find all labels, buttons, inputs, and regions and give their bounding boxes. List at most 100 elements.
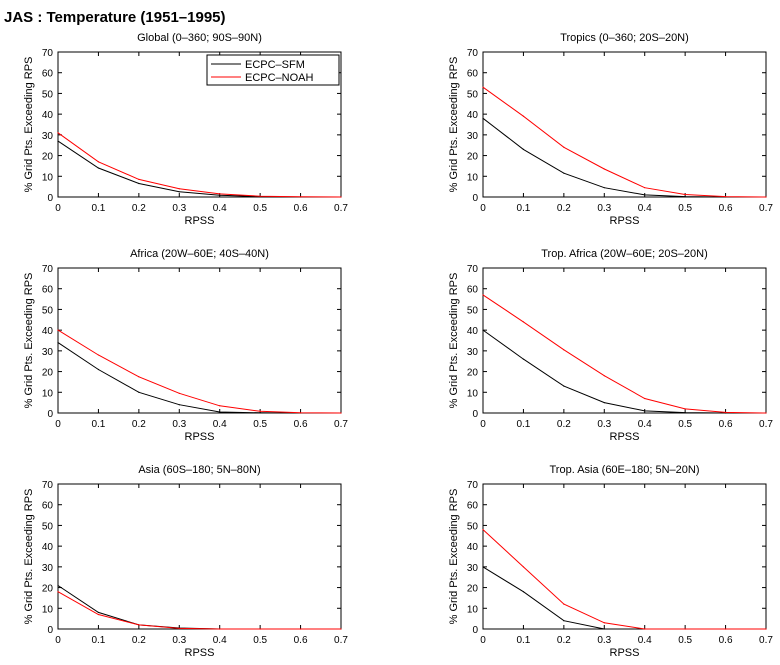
data-point — [684, 411, 686, 414]
data-point — [97, 167, 100, 169]
data-point — [97, 354, 100, 356]
plot-frame — [57, 483, 342, 630]
y-tick-label: 0 — [47, 193, 53, 204]
y-tick-label: 30 — [467, 347, 479, 358]
data-point — [259, 195, 261, 197]
y-tick-label: 40 — [42, 110, 54, 121]
data-point — [684, 195, 686, 198]
data-point — [340, 628, 342, 630]
data-point — [522, 115, 525, 117]
x-tick-label: 0.4 — [638, 203, 652, 214]
x-axis-label: RPSS — [610, 431, 640, 443]
data-point — [724, 195, 727, 198]
data-point — [765, 196, 767, 198]
y-tick-label: 30 — [467, 131, 479, 142]
x-tick-label: 0.7 — [334, 635, 348, 646]
y-axis-label: % Grid Pts. Exceeding RPS — [448, 57, 460, 193]
data-point — [97, 368, 100, 371]
data-point — [603, 168, 605, 170]
y-tick-label: 70 — [467, 48, 479, 59]
data-point — [603, 375, 605, 377]
y-tick-label: 30 — [42, 563, 54, 574]
x-tick-label: 0.2 — [557, 635, 571, 646]
data-point — [299, 196, 302, 198]
y-tick-label: 20 — [42, 152, 54, 163]
data-point — [57, 584, 59, 587]
series-line-ecpc-noah — [57, 329, 342, 414]
series-line-ecpc-sfm — [57, 585, 341, 630]
x-tick-label: 0.7 — [759, 203, 773, 214]
x-tick-label: 0.4 — [638, 419, 652, 430]
data-point — [178, 188, 180, 190]
chart-panel-1: Global (0–360; 90S–90N) 0 0.1 0.2 0.3 0.4 0.5 0… — [23, 32, 348, 227]
data-point — [563, 349, 565, 351]
data-point — [482, 528, 484, 531]
data-point — [482, 86, 484, 88]
plot-frame — [482, 267, 767, 414]
data-point — [603, 187, 605, 189]
data-point — [563, 172, 565, 174]
y-tick-label: 70 — [42, 264, 54, 275]
y-tick-label: 70 — [467, 264, 479, 275]
page-title: JAS : Temperature (1951–1995) — [4, 9, 226, 26]
y-tick-label: 60 — [467, 501, 479, 512]
x-tick-label: 0.3 — [172, 635, 186, 646]
x-tick-label: 0.5 — [678, 419, 692, 430]
x-tick-label: 0 — [55, 419, 61, 430]
y-tick-label: 0 — [472, 409, 478, 420]
x-tick-label: 0.4 — [213, 203, 227, 214]
data-point — [765, 412, 767, 414]
x-tick-label: 0.2 — [132, 635, 146, 646]
data-point — [563, 146, 565, 148]
x-axis-label: RPSS — [185, 431, 215, 443]
x-tick-label: 0.3 — [172, 419, 186, 430]
data-point — [219, 193, 221, 195]
x-tick-label: 0.1 — [516, 635, 530, 646]
y-tick-label: 20 — [467, 152, 479, 163]
x-tick-label: 0.3 — [597, 419, 611, 430]
data-point — [644, 194, 646, 196]
x-tick-label: 0.5 — [678, 635, 692, 646]
y-tick-label: 50 — [42, 89, 54, 100]
x-tick-label: 0.2 — [557, 419, 571, 430]
y-tick-label: 20 — [467, 584, 479, 595]
chart-panel-4: Trop. Africa (20W–60E; 20S–20N) 0 0.1 0.2 0.… — [448, 248, 773, 443]
data-point — [299, 628, 302, 630]
y-tick-label: 40 — [467, 542, 479, 553]
x-axis-label: RPSS — [185, 647, 215, 659]
series-line-ecpc-noah — [482, 86, 767, 198]
data-point — [522, 591, 525, 593]
data-point — [563, 385, 565, 387]
x-tick-label: 0.1 — [91, 635, 105, 646]
x-tick-label: 0.2 — [132, 203, 146, 214]
data-point — [219, 628, 221, 630]
x-axis-label: RPSS — [610, 215, 640, 227]
data-point — [57, 591, 59, 593]
chart-title: Asia (60S–180; 5N–80N) — [138, 464, 260, 476]
y-tick-label: 30 — [42, 131, 54, 142]
y-tick-label: 0 — [47, 409, 53, 420]
data-point — [684, 193, 686, 196]
data-point — [138, 391, 140, 393]
y-axis-label: % Grid Pts. Exceeding RPS — [448, 489, 460, 625]
y-tick-label: 40 — [42, 326, 54, 337]
x-tick-label: 0.4 — [213, 635, 227, 646]
data-point — [684, 628, 686, 630]
chart-title: Global (0–360; 90S–90N) — [137, 32, 262, 44]
x-tick-label: 0.6 — [294, 203, 308, 214]
data-point — [97, 611, 100, 614]
data-point — [482, 294, 484, 296]
legend-label: ECPC–NOAH — [245, 72, 314, 84]
y-tick-label: 70 — [42, 48, 54, 59]
legend-label: ECPC–SFM — [245, 59, 305, 71]
y-tick-label: 0 — [472, 193, 478, 204]
chart-panel-6: Trop. Asia (60E–180; 5N–20N) 0 0.1 0.2 0.3 0.… — [448, 464, 773, 659]
x-axis-label: RPSS — [185, 215, 215, 227]
x-tick-label: 0.3 — [172, 203, 186, 214]
y-tick-label: 60 — [42, 501, 54, 512]
legend-box — [206, 54, 340, 86]
chart-panel-2: Tropics (0–360; 20S–20N) 0 0.1 0.2 0.3 0.4 0.5… — [448, 32, 773, 227]
y-tick-label: 60 — [42, 69, 54, 80]
y-axis-label: % Grid Pts. Exceeding RPS — [23, 273, 35, 409]
